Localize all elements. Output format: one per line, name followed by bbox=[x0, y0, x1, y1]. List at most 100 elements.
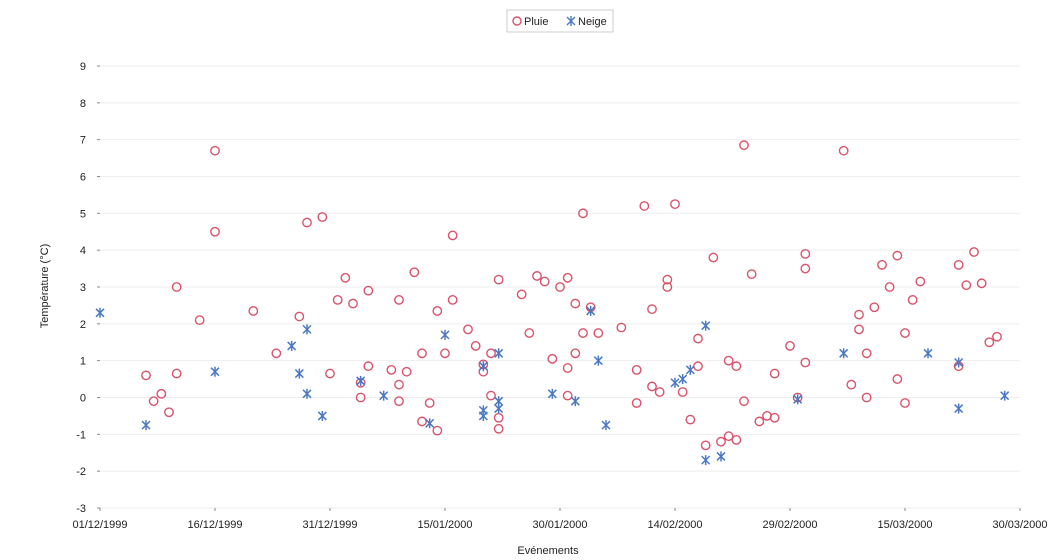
pluie-point bbox=[877, 259, 887, 270]
pluie-point bbox=[248, 306, 259, 316]
pluie-point bbox=[386, 364, 397, 375]
pluie-point bbox=[739, 396, 749, 407]
pluie-point bbox=[739, 140, 749, 151]
pluie-point bbox=[654, 387, 665, 397]
pluie-point bbox=[432, 425, 443, 436]
pluie-point bbox=[447, 230, 458, 241]
pluie-point bbox=[516, 289, 527, 300]
pluie-point bbox=[539, 276, 550, 287]
neige-point bbox=[701, 320, 711, 331]
pluie-point bbox=[325, 368, 335, 379]
y-tick-label: -1 bbox=[76, 429, 86, 441]
pluie-point bbox=[846, 379, 857, 390]
pluie-point bbox=[417, 348, 427, 359]
pluie-point bbox=[647, 304, 657, 314]
y-tick-label: 7 bbox=[80, 135, 86, 147]
neige-point bbox=[494, 348, 504, 359]
neige-point bbox=[570, 396, 580, 407]
neige-point bbox=[210, 366, 220, 377]
y-tick-label: -3 bbox=[76, 503, 86, 515]
pluie-point bbox=[401, 366, 412, 377]
pluie-point bbox=[892, 374, 903, 384]
pluie-point bbox=[171, 368, 182, 379]
pluie-point bbox=[486, 348, 496, 359]
neige-point bbox=[141, 420, 151, 431]
neige-point bbox=[494, 403, 504, 414]
pluie-point bbox=[493, 423, 504, 434]
legend-box bbox=[506, 9, 614, 33]
pluie-point bbox=[493, 274, 504, 285]
neige-point bbox=[302, 388, 312, 399]
y-axis-title: Température (°C) bbox=[39, 244, 51, 328]
pluie-point bbox=[164, 407, 174, 418]
neige-point bbox=[954, 357, 964, 368]
pluie-point bbox=[969, 247, 979, 257]
neige-point bbox=[839, 348, 849, 359]
pluie-point bbox=[838, 145, 849, 156]
legend: Pluie Neige bbox=[506, 9, 614, 33]
pluie-point bbox=[662, 282, 673, 292]
pluie-point bbox=[884, 282, 895, 292]
pluie-point bbox=[693, 361, 703, 372]
y-tick-label: 3 bbox=[80, 282, 86, 294]
legend-pluie-label: Pluie bbox=[524, 16, 548, 28]
pluie-point bbox=[677, 387, 688, 397]
pluie-point bbox=[578, 328, 588, 338]
y-tick-label: 0 bbox=[80, 393, 86, 405]
pluie-point bbox=[616, 322, 627, 333]
pluie-point bbox=[670, 199, 680, 210]
pluie-point bbox=[593, 328, 604, 338]
neige-point bbox=[793, 394, 803, 405]
x-tick-labels: 01/12/1999 16/12/1999 31/12/1999 15/01/2000… bbox=[72, 519, 1047, 531]
pluie-point bbox=[463, 324, 473, 335]
y-tick-label: 6 bbox=[80, 172, 86, 184]
series-neige bbox=[95, 305, 1010, 466]
pluie-point bbox=[302, 217, 312, 228]
neige-point bbox=[1000, 390, 1010, 401]
x-tick-label: 29/02/2000 bbox=[762, 519, 817, 531]
neige-point bbox=[287, 340, 297, 351]
pluie-point bbox=[731, 434, 742, 445]
y-tick-label: -2 bbox=[76, 466, 86, 478]
pluie-point bbox=[900, 328, 910, 338]
y-tick-label: 5 bbox=[80, 208, 86, 220]
pluie-point bbox=[562, 272, 573, 283]
x-tick-label: 15/01/2000 bbox=[417, 519, 472, 531]
pluie-point bbox=[723, 355, 734, 366]
pluie-point bbox=[992, 331, 1002, 342]
pluie-point bbox=[156, 388, 167, 399]
neige-point bbox=[425, 418, 435, 429]
x-tick-label: 01/12/1999 bbox=[72, 519, 127, 531]
pluie-point bbox=[210, 226, 220, 237]
pluie-point bbox=[854, 309, 864, 320]
x-tick-label: 30/01/2000 bbox=[532, 519, 587, 531]
pluie-point bbox=[915, 276, 926, 287]
pluie-point bbox=[417, 416, 427, 427]
pluie-point bbox=[348, 298, 358, 309]
pluie-point bbox=[785, 341, 795, 351]
pluie-point bbox=[486, 390, 496, 401]
neige-point bbox=[586, 305, 596, 316]
pluie-point bbox=[800, 248, 811, 259]
series-pluie bbox=[141, 140, 1002, 451]
neige-point bbox=[601, 420, 611, 431]
neige-point bbox=[478, 410, 488, 421]
pluie-point bbox=[976, 278, 987, 289]
pluie-point bbox=[294, 311, 305, 322]
pluie-point bbox=[861, 392, 872, 403]
neige-point bbox=[593, 355, 603, 366]
pluie-point bbox=[148, 396, 159, 407]
neige-point bbox=[678, 374, 688, 385]
pluie-point bbox=[907, 294, 918, 305]
pluie-point bbox=[754, 416, 765, 427]
neige-point bbox=[670, 377, 680, 388]
pluie-point bbox=[317, 212, 328, 222]
y-tick-labels: -3 -2 -1 0 1 2 3 4 5 6 7 8 9 bbox=[76, 61, 86, 515]
pluie-point bbox=[394, 379, 404, 390]
x-tick-label: 15/03/2000 bbox=[877, 519, 932, 531]
neige-point bbox=[701, 455, 711, 466]
pluie-point bbox=[731, 361, 742, 372]
neige-point bbox=[954, 403, 964, 414]
pluie-point bbox=[363, 285, 374, 296]
pluie-point bbox=[363, 361, 374, 372]
